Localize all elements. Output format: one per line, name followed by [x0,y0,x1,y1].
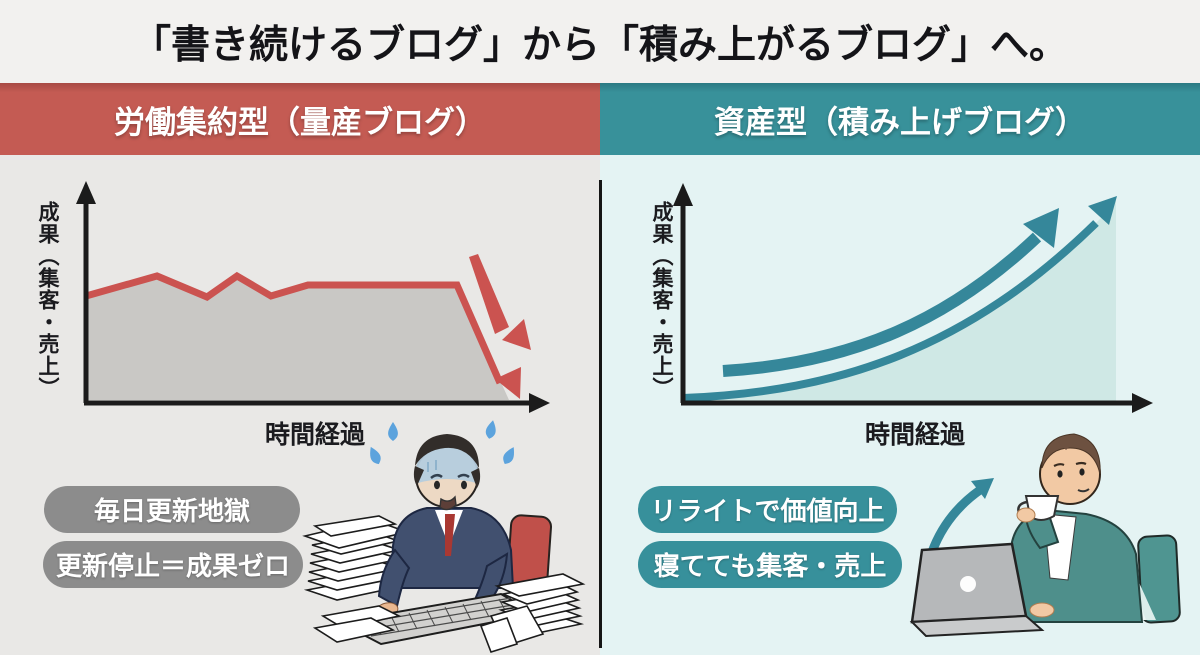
right-y-axis-label: 成果（集客・売上） [650,200,673,399]
growth-chart [673,183,1153,413]
right-x-axis-label: 時間経過 [864,421,965,449]
right-axes [673,183,1153,413]
loose-paper-icon [312,605,402,643]
blogger-figure [370,420,515,618]
up-arrow-icon [1088,196,1117,225]
decline-area-fill [88,277,509,400]
sweat-drop-icon [370,420,514,465]
badge-earn-while-sleeping: 寝てても集客・売上 [638,541,902,588]
coffee-cup-icon [1016,495,1060,523]
up-arrow-icon [927,478,994,557]
title-band: 「書き続けるブログ」から「積み上がるブログ」へ。 [0,0,1200,83]
hand [1029,602,1055,618]
left-axes [76,181,550,413]
y-axis-arrow-icon [673,183,693,206]
decline-line [85,271,504,385]
relaxed-blogger-illustration [909,433,1181,638]
page-title: 「書き続けるブログ」から「積み上がるブログ」へ。 [131,23,1068,67]
x-axis-arrow-icon [529,393,550,413]
x-axis-arrow-icon [1132,393,1153,413]
office-chair-icon [1137,534,1181,624]
badge-rewrite-value-up: リライトで価値向上 [638,486,897,533]
left-y-axis-label: 成果（集客・売上） [36,200,59,399]
y-axis-arrow-icon [76,181,96,204]
right-panel-header: 資産型（積み上げブログ） [600,83,1200,155]
badge-daily-update-hell: 毎日更新地獄 [44,486,300,533]
down-arrow-icon [469,254,531,399]
growth-curve-lower [682,220,1099,402]
laptop-icon [909,542,1045,638]
left-x-axis-label: 時間経過 [264,421,365,449]
paper-stack-icon [302,515,410,601]
decline-chart [76,181,550,413]
up-arrow-icon [1023,208,1059,248]
stressed-blogger-illustration [302,420,586,653]
blogger-figure [1006,433,1144,623]
growth-area-fill [683,199,1116,401]
paper-stack-icon [479,573,586,653]
badge-stop-equals-zero: 更新停止＝成果ゼロ [43,541,303,588]
left-panel-header: 労働集約型（量産ブログ） [0,83,600,155]
growth-curve-upper [722,232,1042,377]
panel-divider [599,180,602,648]
